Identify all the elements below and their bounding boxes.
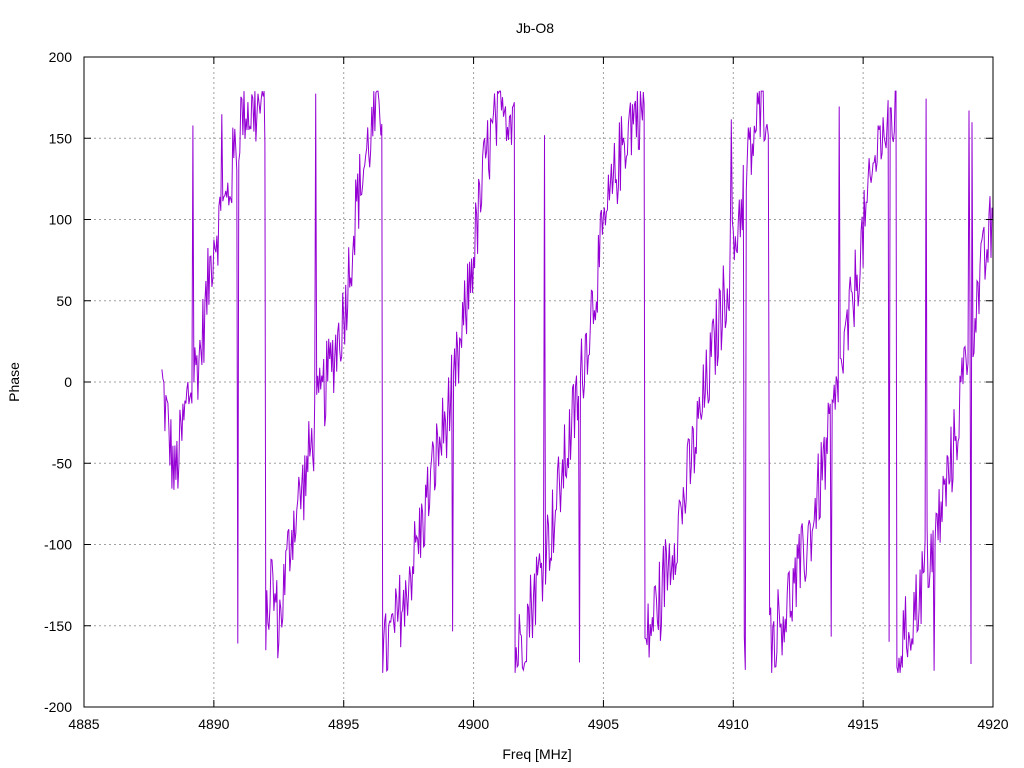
chart-title: Jb-O8 bbox=[516, 20, 554, 36]
x-tick-label: 4900 bbox=[458, 716, 489, 732]
x-axis-label: Freq [MHz] bbox=[502, 746, 571, 762]
y-axis-label: Phase bbox=[6, 362, 22, 402]
x-tick-label: 4885 bbox=[68, 716, 99, 732]
y-tick-label: -200 bbox=[44, 699, 72, 715]
data-layer bbox=[161, 90, 994, 673]
grid-layer bbox=[84, 57, 993, 707]
y-tick-label: 200 bbox=[49, 49, 73, 65]
phase-series-line bbox=[161, 90, 994, 673]
y-tick-label: -100 bbox=[44, 537, 72, 553]
x-tick-label: 4915 bbox=[848, 716, 879, 732]
x-tick-label: 4920 bbox=[977, 716, 1008, 732]
y-tick-label: 0 bbox=[64, 374, 72, 390]
x-tick-label: 4895 bbox=[328, 716, 359, 732]
y-tick-label: -150 bbox=[44, 618, 72, 634]
x-tick-label: 4905 bbox=[588, 716, 619, 732]
y-tick-label: -50 bbox=[52, 455, 72, 471]
x-tick-label: 4910 bbox=[718, 716, 749, 732]
x-tick-label: 4890 bbox=[198, 716, 229, 732]
y-tick-label: 100 bbox=[49, 212, 73, 228]
y-tick-label: 150 bbox=[49, 130, 73, 146]
y-tick-label: 50 bbox=[56, 293, 72, 309]
tick-layer: 4885 4890 4895 4900 4905 4910 4915 4920 200 150 10… bbox=[44, 49, 1009, 732]
